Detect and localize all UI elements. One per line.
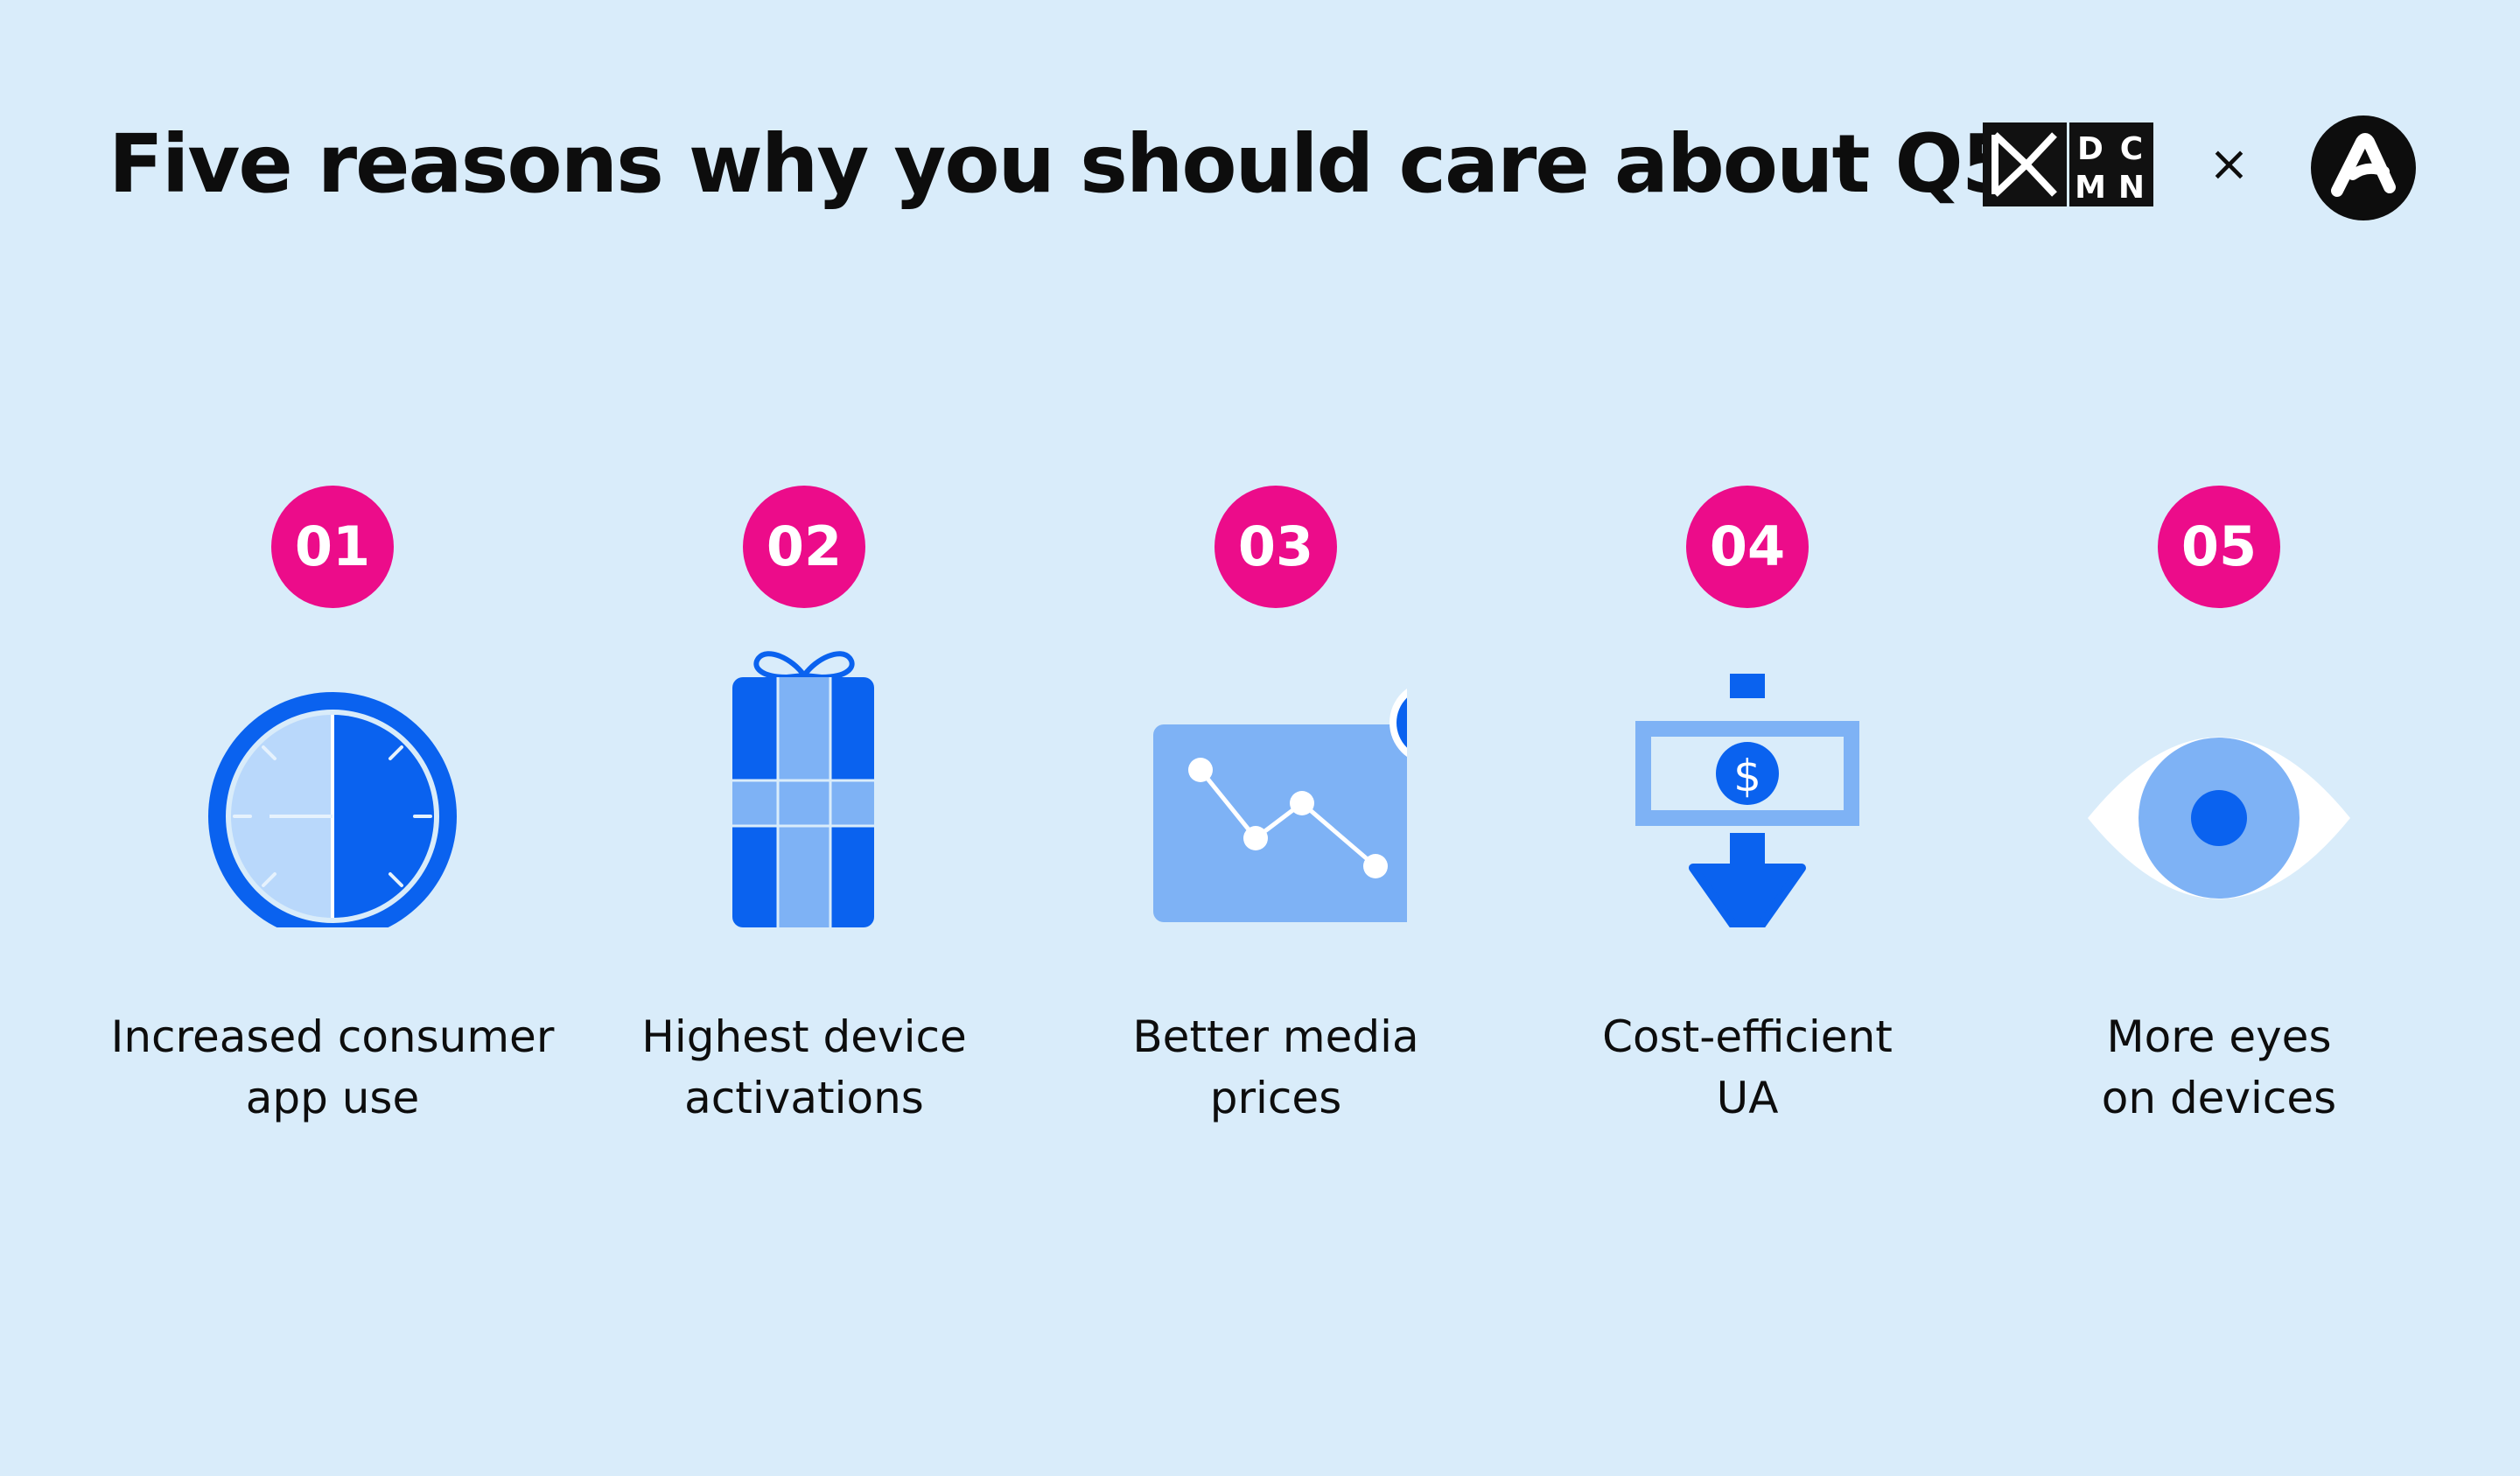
money-down-arrow-icon: $ bbox=[1616, 639, 1879, 927]
reason-item-2: 02 Highest device activations bbox=[568, 486, 1040, 1142]
reason-caption: Better media prices bbox=[1040, 1006, 1512, 1129]
dcmn-letter-m: M bbox=[2075, 170, 2106, 206]
reason-caption: Cost-efficient UA bbox=[1511, 1006, 1984, 1129]
page-title: Five reasons why you should care about Q… bbox=[108, 117, 2018, 211]
clock-icon bbox=[201, 639, 464, 927]
dcmn-letter-c: C bbox=[2120, 131, 2143, 167]
number-badge: 04 bbox=[1686, 486, 1809, 608]
times-separator: × bbox=[2208, 136, 2250, 192]
caption-line: on devices bbox=[2101, 1073, 2337, 1123]
caption-line: Better media bbox=[1132, 1011, 1419, 1062]
number-badge: 05 bbox=[2158, 486, 2280, 608]
eye-icon bbox=[2088, 639, 2350, 927]
reason-caption: More eyes on devices bbox=[1983, 1006, 2455, 1129]
number-badge: 01 bbox=[271, 486, 394, 608]
reason-item-4: 04 $ Cost-efficient UA bbox=[1511, 486, 1984, 1142]
reason-item-1: 01 Increased consumer app use bbox=[96, 486, 569, 1142]
number-badge: 03 bbox=[1214, 486, 1337, 608]
caption-line: Increased consumer bbox=[110, 1011, 555, 1062]
reason-caption: Highest device activations bbox=[568, 1006, 1040, 1129]
caption-line: app use bbox=[245, 1073, 420, 1123]
caption-line: UA bbox=[1716, 1073, 1779, 1123]
number-badge: 02 bbox=[743, 486, 865, 608]
caption-line: activations bbox=[684, 1073, 924, 1123]
caption-line: prices bbox=[1209, 1073, 1342, 1123]
caption-line: More eyes bbox=[2106, 1011, 2332, 1062]
dcmn-letter-d: D bbox=[2077, 131, 2104, 167]
logo-group: D C M N × bbox=[1983, 115, 2420, 231]
dcmn-letter-n: N bbox=[2118, 170, 2145, 206]
partner-a-logo-icon bbox=[2311, 115, 2416, 220]
caption-line: Cost-efficient bbox=[1602, 1011, 1893, 1062]
price-chart-icon: $ bbox=[1144, 639, 1407, 927]
svg-text:$: $ bbox=[1733, 751, 1761, 801]
reason-item-5: 05 More eyes on devices bbox=[1983, 486, 2455, 1142]
dcmn-logo: D C M N bbox=[1983, 122, 2153, 206]
reason-item-3: 03 $ Better media prices bbox=[1040, 486, 1512, 1142]
reason-caption: Increased consumer app use bbox=[96, 1006, 569, 1129]
gift-box-icon bbox=[673, 639, 935, 927]
caption-line: Highest device bbox=[641, 1011, 967, 1062]
